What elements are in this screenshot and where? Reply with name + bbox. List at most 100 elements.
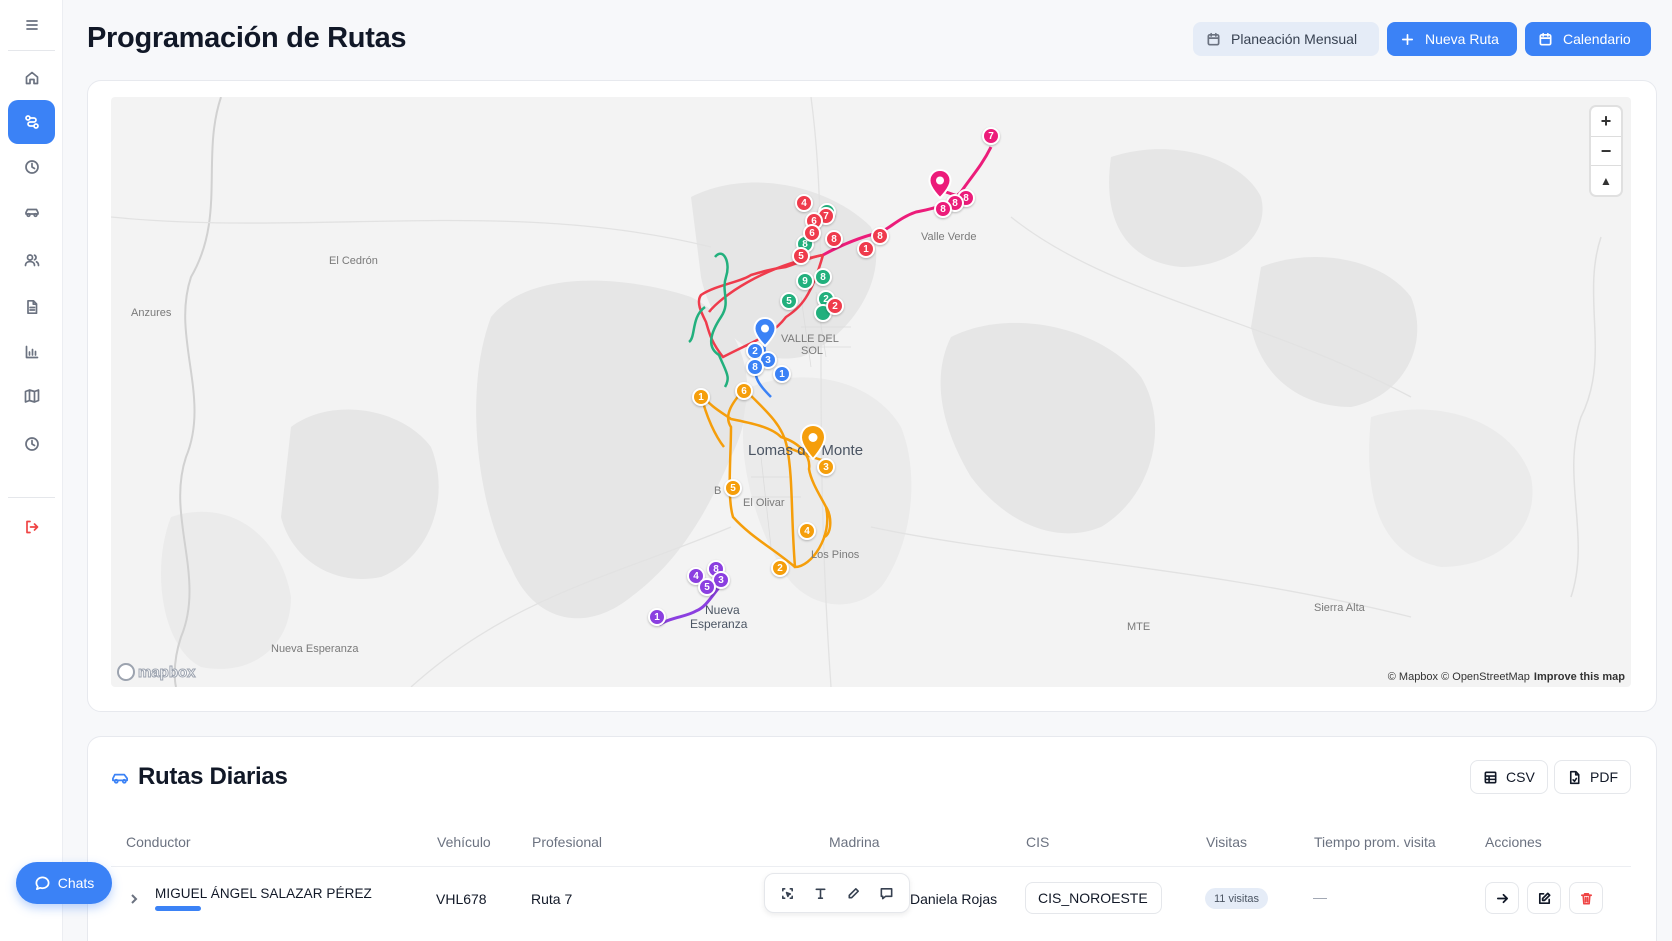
sidebar-item-history[interactable] [8, 422, 55, 466]
purple-stop-pin[interactable]: 5 [698, 578, 716, 596]
map-zoom-controls: + − ▲ [1591, 107, 1621, 195]
purple-stop-pin[interactable]: 1 [648, 608, 666, 626]
map-label-los-pinos: Los Pinos [811, 549, 860, 561]
orange-stop-pin[interactable]: 6 [735, 382, 753, 400]
export-pdf-button[interactable]: PDF [1554, 760, 1631, 794]
column-header-professional[interactable]: Profesional [532, 834, 603, 850]
location-pin-icon [799, 423, 827, 461]
mapbox-logo[interactable]: mapbox [117, 663, 196, 681]
blue-stop-pin[interactable]: 1 [773, 365, 791, 383]
sidebar-item-reports[interactable] [8, 330, 55, 374]
red-stop-pin[interactable]: 5 [792, 247, 810, 265]
cis-select-value: CIS_NOROESTE [1038, 890, 1148, 906]
delete-route-button[interactable] [1569, 882, 1603, 914]
edit-route-button[interactable] [1527, 882, 1561, 914]
red-stop-pin[interactable]: 8 [825, 230, 843, 248]
green-stop-pin[interactable]: 5 [780, 292, 798, 310]
red-stop-pin[interactable]: 6 [803, 224, 821, 242]
attribution-text[interactable]: © Mapbox © OpenStreetMap [1387, 671, 1530, 683]
map-label-nueva: Nueva [705, 603, 740, 617]
orange-stop-pin[interactable]: 2 [771, 559, 789, 577]
map-label-esperanza: Esperanza [690, 617, 748, 631]
map-label-b: B [714, 485, 722, 497]
history-icon [24, 437, 39, 451]
sidebar-divider [8, 497, 55, 498]
compass-north-button[interactable]: ▲ [1600, 173, 1612, 188]
pink-route-marker[interactable] [928, 168, 952, 204]
driver-name[interactable]: MIGUEL ÁNGEL SALAZAR PÉREZ [155, 886, 372, 901]
daily-routes-heading: Rutas Diarias [111, 763, 288, 791]
column-header-actions: Acciones [1485, 834, 1542, 850]
map-icon [24, 389, 39, 403]
column-header-visits[interactable]: Visitas [1206, 834, 1247, 850]
car-icon [24, 208, 39, 218]
green-stop-pin[interactable]: 9 [796, 272, 814, 290]
select-tool-button[interactable] [775, 880, 801, 906]
sidebar-item-users[interactable] [8, 238, 55, 282]
expand-row-button[interactable] [128, 892, 140, 904]
red-stop-pin[interactable]: 4 [795, 194, 813, 212]
column-header-vehicle[interactable]: Vehículo [437, 834, 491, 850]
red-stop-pin[interactable]: 1 [857, 240, 875, 258]
pink-stop-pin[interactable]: 8 [934, 200, 952, 218]
sidebar-item-vehicles[interactable] [8, 190, 55, 234]
chats-button[interactable]: Chats [16, 862, 112, 904]
sidebar-item-schedule[interactable] [8, 145, 55, 189]
madrina-cell: Daniela Rojas [910, 891, 998, 907]
orange-stop-pin[interactable]: 4 [798, 522, 816, 540]
sidebar-item-routes[interactable] [8, 100, 55, 144]
cis-select[interactable]: CIS_NOROESTE [1025, 882, 1162, 914]
text-tool-button[interactable] [808, 880, 834, 906]
pink-stop-pin[interactable]: 7 [982, 127, 1000, 145]
zoom-out-button[interactable]: − [1591, 137, 1621, 167]
visits-badge: 11 visitas [1205, 888, 1269, 909]
trash-icon [1580, 892, 1592, 904]
red-stop-pin[interactable]: 2 [826, 297, 844, 315]
column-header-driver[interactable]: Conductor [126, 834, 191, 850]
zoom-in-button[interactable]: + [1591, 107, 1621, 137]
calendar-icon [1207, 32, 1220, 45]
new-route-label: Nueva Ruta [1425, 31, 1499, 47]
draw-tool-button[interactable] [841, 880, 867, 906]
new-route-button[interactable]: Nueva Ruta [1387, 22, 1517, 56]
map-label-el-cedron: El Cedrón [329, 255, 378, 267]
monthly-planning-label: Planeación Mensual [1231, 31, 1358, 47]
home-icon [25, 71, 38, 85]
monthly-planning-button[interactable]: Planeación Mensual [1193, 22, 1379, 56]
green-stop-pin[interactable]: 8 [814, 268, 832, 286]
page-title: Programación de Rutas [87, 22, 407, 54]
improve-map-link[interactable]: Improve this map [1533, 671, 1625, 683]
calendar-button[interactable]: Calendario [1525, 22, 1651, 56]
comment-icon [880, 887, 893, 899]
route-map[interactable]: El Cedrón Anzures Valle Verde VALLE DEL … [111, 97, 1631, 687]
orange-stop-pin[interactable]: 1 [692, 388, 710, 406]
comment-tool-button[interactable] [874, 880, 900, 906]
red-stop-pin[interactable]: 8 [871, 227, 889, 245]
menu-toggle-button[interactable] [8, 3, 55, 47]
column-header-madrina[interactable]: Madrina [829, 834, 880, 850]
logout-button[interactable] [8, 505, 55, 549]
map-label-sierra-alta: Sierra Alta [1314, 602, 1365, 614]
orange-stop-pin[interactable]: 5 [724, 479, 742, 497]
map-label-valle-del-sol-2: SOL [801, 345, 824, 357]
blue-route-marker[interactable] [753, 316, 777, 352]
sidebar-item-map[interactable] [8, 374, 55, 418]
sidebar-item-documents[interactable] [8, 285, 55, 329]
users-icon [24, 254, 39, 267]
car-icon [112, 773, 129, 784]
chat-bubble-icon [35, 876, 50, 890]
file-icon [1569, 770, 1580, 784]
column-header-avg-visit-time[interactable]: Tiempo prom. visita [1314, 834, 1436, 850]
orange-stop-pin[interactable]: 3 [817, 458, 835, 476]
sidebar-item-home[interactable] [8, 56, 55, 100]
menu-icon [25, 20, 38, 30]
pencil-icon [848, 887, 859, 899]
orange-route-marker[interactable] [799, 423, 827, 465]
vehicle-cell: VHL678 [436, 891, 487, 907]
clock-icon [24, 160, 39, 174]
column-header-cis[interactable]: CIS [1026, 834, 1050, 850]
edit-icon [1538, 892, 1550, 904]
view-route-button[interactable] [1485, 882, 1519, 914]
export-csv-button[interactable]: CSV [1470, 760, 1548, 794]
blue-stop-pin[interactable]: 8 [746, 358, 764, 376]
